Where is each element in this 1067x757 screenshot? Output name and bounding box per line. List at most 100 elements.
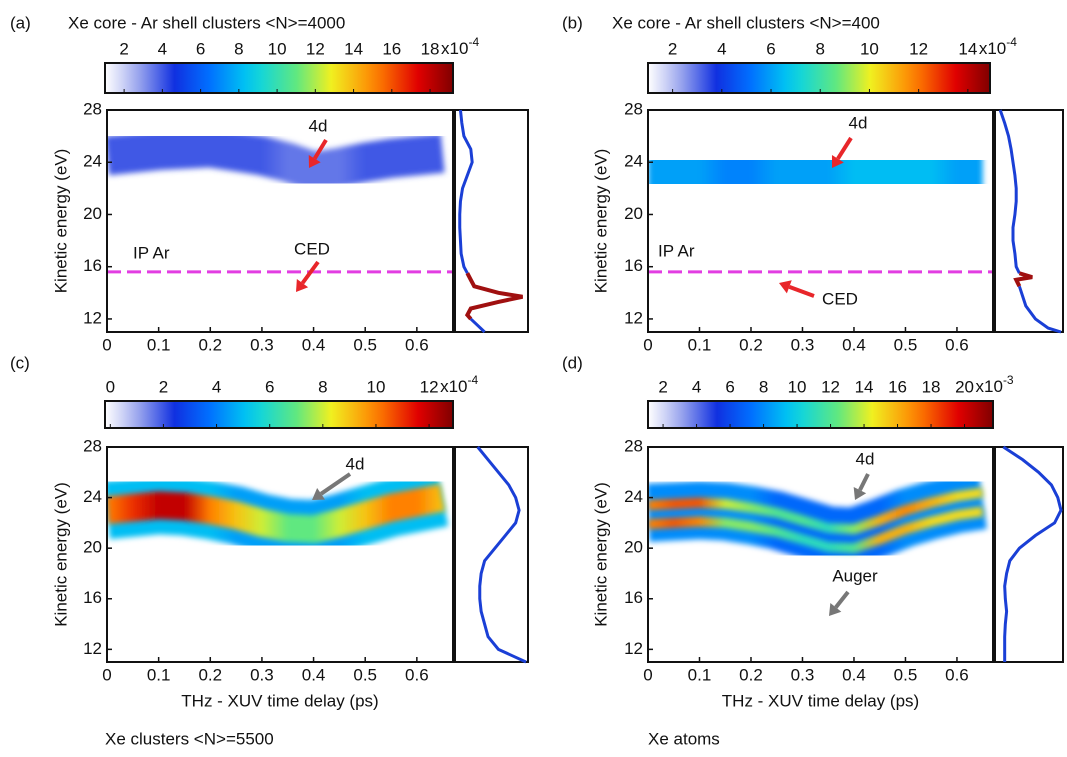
x-tick-label: 0.1 bbox=[147, 335, 171, 354]
x-tick-label: 0.6 bbox=[405, 665, 429, 684]
y-tick-label: 24 bbox=[83, 152, 102, 171]
colorbar-tick-label: 8 bbox=[318, 377, 327, 396]
colorbar-tick-label: 6 bbox=[196, 39, 205, 58]
y-tick-label: 16 bbox=[624, 256, 643, 275]
y-tick-label: 28 bbox=[83, 436, 102, 455]
x-tick-label: 0.4 bbox=[842, 665, 866, 684]
x-tick-label: 0.2 bbox=[739, 665, 763, 684]
y-axis-label: Kinetic energy (eV) bbox=[591, 149, 610, 294]
x-tick-label: 0.1 bbox=[147, 665, 171, 684]
colorbar bbox=[104, 400, 454, 429]
x-tick-label: 0.3 bbox=[250, 665, 274, 684]
colorbar-tick-label: 10 bbox=[860, 39, 879, 58]
arrow-head bbox=[308, 154, 321, 168]
x-tick-label: 0.5 bbox=[353, 335, 377, 354]
x-tick-label: 0.3 bbox=[791, 335, 815, 354]
band bbox=[107, 128, 445, 191]
y-tick-label: 24 bbox=[624, 487, 643, 506]
panel-title: Xe core - Ar shell clusters <N>=400 bbox=[612, 13, 880, 32]
y-tick-label: 12 bbox=[83, 639, 102, 658]
annotation: 4d bbox=[849, 113, 868, 132]
colorbar-tick-label: 12 bbox=[909, 39, 928, 58]
profile bbox=[464, 272, 523, 321]
colorbar bbox=[647, 400, 994, 429]
x-tick-label: 0.1 bbox=[688, 335, 712, 354]
y-tick-label: 20 bbox=[83, 204, 102, 223]
x-tick-label: 0.2 bbox=[198, 335, 222, 354]
arrow-head bbox=[779, 280, 792, 294]
colorbar-tick-label: 4 bbox=[212, 377, 221, 396]
colorbar-tick-label: 12 bbox=[420, 377, 439, 396]
ip-label: IP Ar bbox=[133, 243, 170, 262]
heatmap bbox=[107, 469, 453, 662]
arrow-shaft bbox=[300, 260, 320, 285]
x-tick-label: 0 bbox=[102, 665, 111, 684]
y-tick-label: 12 bbox=[624, 639, 643, 658]
colorbar-tick-label: 12 bbox=[821, 377, 840, 396]
colorbar-tick-label: 8 bbox=[234, 39, 243, 58]
y-tick-label: 28 bbox=[624, 99, 643, 118]
annotation: CED bbox=[294, 239, 330, 258]
x-tick-label: 0.5 bbox=[353, 665, 377, 684]
arrow-shaft bbox=[312, 138, 328, 160]
colorbar-scale: x10-4 bbox=[979, 35, 1017, 58]
colorbar-tick-label: 12 bbox=[306, 39, 325, 58]
band bbox=[648, 471, 987, 566]
x-tick-label: 0.5 bbox=[894, 335, 918, 354]
y-tick-label: 20 bbox=[624, 204, 643, 223]
y-tick-label: 12 bbox=[624, 308, 643, 327]
x-tick-label: 0.4 bbox=[842, 335, 866, 354]
colorbar-tick-label: 2 bbox=[119, 39, 128, 58]
band bbox=[648, 506, 984, 554]
x-tick-label: 0.3 bbox=[791, 665, 815, 684]
panel-label: (b) bbox=[562, 13, 583, 32]
arrow-head bbox=[853, 487, 867, 500]
band bbox=[648, 142, 983, 202]
arrow-head bbox=[296, 278, 309, 292]
band bbox=[107, 483, 446, 544]
annotation: 4d bbox=[856, 449, 875, 468]
plot-frame bbox=[106, 109, 454, 333]
annotation: 4d bbox=[309, 116, 328, 135]
x-tick-label: 0 bbox=[102, 335, 111, 354]
ip-label: IP Ar bbox=[658, 241, 695, 260]
x-tick-label: 0.6 bbox=[945, 665, 969, 684]
scale-exponent: -4 bbox=[1006, 35, 1017, 49]
y-tick-label: 28 bbox=[624, 436, 643, 455]
y-tick-label: 28 bbox=[83, 99, 102, 118]
annotation: Auger bbox=[832, 566, 878, 585]
scale-base: x10 bbox=[440, 377, 467, 396]
y-axis-label: Kinetic energy (eV) bbox=[51, 149, 70, 294]
colorbar-tick-label: 10 bbox=[788, 377, 807, 396]
scale-exponent: -3 bbox=[1003, 373, 1014, 387]
heatmap bbox=[648, 471, 987, 662]
scale-exponent: -4 bbox=[468, 373, 479, 387]
band bbox=[648, 487, 984, 535]
colorbar bbox=[647, 62, 991, 94]
panel-title: Xe clusters <N>=5500 bbox=[105, 729, 274, 748]
colorbar-tick-label: 6 bbox=[265, 377, 274, 396]
colorbar-tick-label: 4 bbox=[692, 377, 701, 396]
x-tick-label: 0.2 bbox=[198, 665, 222, 684]
y-axis-label: Kinetic energy (eV) bbox=[591, 482, 610, 627]
plot-frame bbox=[647, 109, 994, 333]
scale-exponent: -4 bbox=[468, 35, 479, 49]
plot-frame bbox=[106, 446, 454, 663]
x-tick-label: 0 bbox=[643, 335, 652, 354]
annotation: CED bbox=[822, 289, 858, 308]
colorbar-tick-label: 8 bbox=[815, 39, 824, 58]
y-tick-label: 16 bbox=[624, 588, 643, 607]
arrow-shaft bbox=[319, 472, 352, 496]
y-tick-label: 12 bbox=[83, 308, 102, 327]
plot-frame bbox=[647, 446, 994, 663]
x-tick-label: 0.5 bbox=[894, 665, 918, 684]
arrow-head bbox=[829, 603, 842, 616]
arrow-head bbox=[312, 488, 326, 500]
profile bbox=[458, 109, 474, 274]
annotation: 4d bbox=[346, 454, 365, 473]
colorbar-tick-label: 2 bbox=[159, 377, 168, 396]
colorbar-scale: x10-4 bbox=[440, 373, 478, 396]
panel-title: Xe core - Ar shell clusters <N>=4000 bbox=[68, 13, 345, 32]
